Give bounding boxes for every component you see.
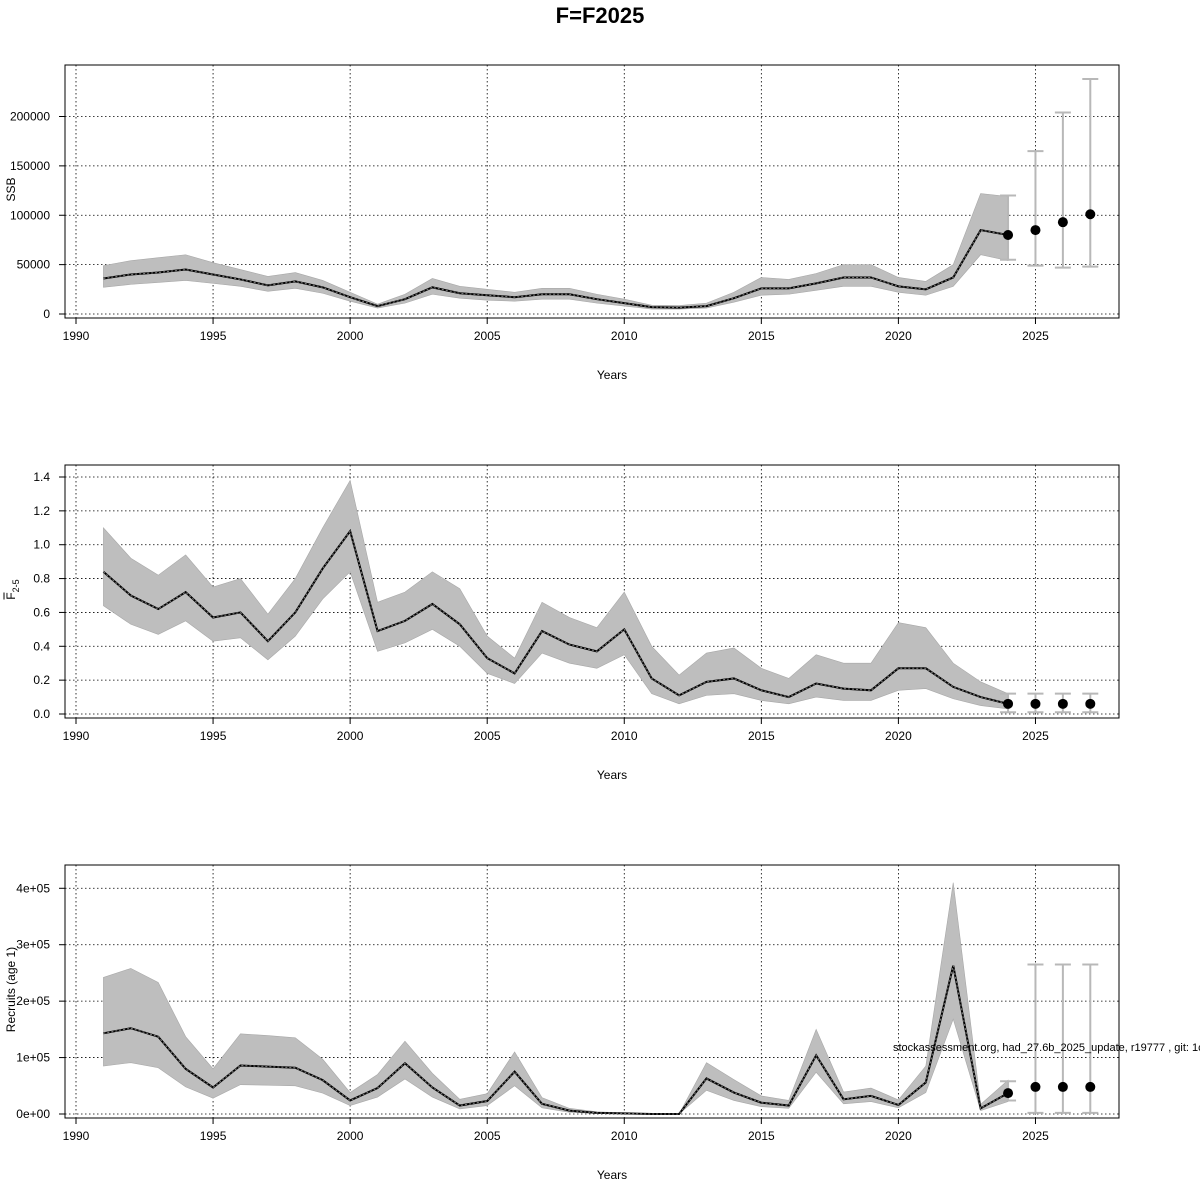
- recruits-yaxis-label: Recruits (age 1): [4, 947, 18, 1032]
- fbar-xtick-label-2015: 2015: [748, 729, 775, 743]
- fbar-xtick-label-1990: 1990: [63, 729, 90, 743]
- ssb-plot-frame: [64, 64, 1120, 319]
- ssb-xtick-label-2005: 2005: [474, 329, 501, 343]
- recruits-xtick-label-2015: 2015: [748, 1129, 775, 1143]
- page-title: F=F2025: [556, 3, 645, 28]
- fbar-panel: 1990 1995 2000 2005 2010 2015 2020 2025 0.0 0.2 0.…: [3, 464, 1120, 782]
- fbar-xaxis-label: Years: [597, 768, 627, 782]
- recruits-ytick-label-1: 1e+05: [16, 1051, 50, 1065]
- ssb-projection-point-2026: [1057, 217, 1068, 228]
- ssb-xtick-label-2015: 2015: [748, 329, 775, 343]
- recruits-projection-point-2024: [1003, 1088, 1014, 1099]
- fbar-projection-point-2025: [1030, 698, 1041, 709]
- fbar-ytick-label-4: 0.8: [33, 572, 50, 586]
- ssb-projection-point-2025: [1030, 225, 1041, 236]
- ssb-estimate-line-dashed: [103, 229, 1009, 309]
- footnote: stockassessment.org, had_27.6b_2025_upda…: [893, 1042, 1200, 1054]
- fbar-yaxis-label-subscript: 2-5: [11, 579, 21, 592]
- recruits-ytick-label-3: 3e+05: [16, 938, 50, 952]
- ssb-xtick-label-2020: 2020: [885, 329, 912, 343]
- ssb-ytick-label-1: 50000: [17, 258, 51, 272]
- ssb-projection-point-2027: [1085, 209, 1096, 220]
- fbar-yaxis-label: F2-5: [4, 579, 21, 599]
- recruits-xtick-label-1990: 1990: [63, 1129, 90, 1143]
- ssb-xaxis-label: Years: [597, 368, 627, 382]
- recruits-xtick-label-2020: 2020: [885, 1129, 912, 1143]
- recruits-ytick-label-4: 4e+05: [16, 881, 50, 895]
- ssb-xtick-label-1995: 1995: [200, 329, 227, 343]
- fbar-projection-point-2026: [1057, 698, 1068, 709]
- fbar-plot-frame: [64, 464, 1120, 719]
- fbar-confidence-band: [103, 479, 1009, 710]
- fbar-xtick-label-1995: 1995: [200, 729, 227, 743]
- fbar-ytick-label-1: 0.2: [33, 673, 50, 687]
- ssb-projection-errorbar-2027: [1082, 77, 1099, 268]
- fbar-ytick-label-6: 1.2: [33, 504, 50, 518]
- ssb-xtick-label-1990: 1990: [63, 329, 90, 343]
- fbar-xtick-label-2005: 2005: [474, 729, 501, 743]
- recruits-xaxis-label: Years: [597, 1168, 627, 1182]
- recruits-estimate-line-dashed: [103, 965, 1009, 1115]
- fbar-xtick-label-2010: 2010: [611, 729, 638, 743]
- fbar-ytick-label-2: 0.4: [33, 639, 50, 653]
- ssb-yaxis-label: SSB: [4, 177, 18, 201]
- recruits-projection-point-2026: [1057, 1081, 1068, 1092]
- recruits-xtick-label-1995: 1995: [200, 1129, 227, 1143]
- recruits-plot-frame: [64, 864, 1120, 1119]
- fbar-xtick-label-2000: 2000: [337, 729, 364, 743]
- recruits-xtick-label-2010: 2010: [611, 1129, 638, 1143]
- recruits-ytick-label-0: 0e+00: [16, 1107, 50, 1121]
- ssb-xtick-label-2010: 2010: [611, 329, 638, 343]
- fbar-estimate-line-dashed: [103, 530, 1009, 705]
- ssb-confidence-band: [103, 193, 1009, 310]
- fbar-xtick-label-2020: 2020: [885, 729, 912, 743]
- fbar-xtick-label-2025: 2025: [1022, 729, 1049, 743]
- fbar-ytick-label-7: 1.4: [33, 470, 50, 484]
- ssb-projection-errorbar-2024: [1000, 194, 1017, 261]
- fbar-ytick-label-5: 1.0: [33, 538, 50, 552]
- ssb-ytick-label-3: 150000: [10, 159, 50, 173]
- ssb-projection-errorbar-2026: [1054, 111, 1071, 269]
- recruits-xtick-label-2000: 2000: [337, 1129, 364, 1143]
- recruits-projection-point-2025: [1030, 1081, 1041, 1092]
- recruits-projection-point-2027: [1085, 1081, 1096, 1092]
- recruits-ytick-label-2: 2e+05: [16, 994, 50, 1008]
- ssb-projection-point-2024: [1003, 230, 1014, 240]
- recruits-xtick-label-2025: 2025: [1022, 1129, 1049, 1143]
- fbar-projection-point-2024: [1003, 698, 1014, 709]
- fbar-ytick-label-3: 0.6: [33, 605, 50, 619]
- fbar-projection-point-2027: [1085, 698, 1096, 709]
- fbar-ytick-label-0: 0.0: [33, 707, 50, 721]
- ssb-ytick-label-0: 0: [43, 307, 50, 321]
- recruits-confidence-band: [103, 882, 1009, 1115]
- ssb-xtick-label-2000: 2000: [337, 329, 364, 343]
- ssb-panel: 1990 1995 2000 2005 2010 2015 2020 2025 0 50000 10…: [4, 64, 1120, 382]
- recruits-panel: 1990 1995 2000 2005 2010 2015 2020 2025 0e+00 1e+…: [4, 864, 1120, 1182]
- ssb-xtick-label-2025: 2025: [1022, 329, 1049, 343]
- ssb-ytick-label-4: 200000: [10, 110, 50, 124]
- ssb-ytick-label-2: 100000: [10, 208, 50, 222]
- ssb-projection-errorbar-2025: [1027, 150, 1044, 267]
- recruits-xtick-label-2005: 2005: [474, 1129, 501, 1143]
